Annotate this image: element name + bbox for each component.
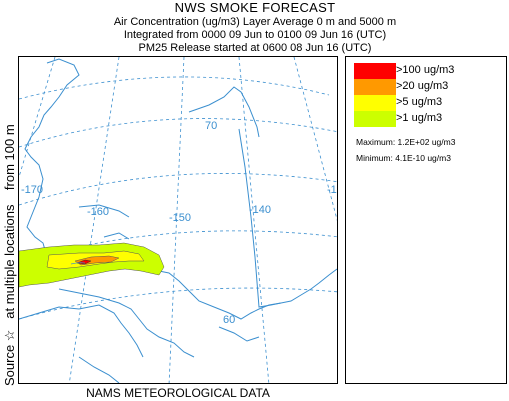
lon-label-150: -150 (169, 212, 191, 224)
legend-panel: >100 ug/m3 >20 ug/m3 >5 ug/m3 >1 ug/m3 M… (345, 56, 507, 384)
footer-data-source: NAMS METEOROLOGICAL DATA (86, 386, 270, 400)
legend-maximum: Maximum: 1.2E+02 ug/m3 (356, 137, 456, 147)
map-panel: -170 -160 -150 -140 -130 70 60 (18, 56, 338, 384)
latitude-gridlines (19, 76, 337, 320)
map-canvas: -170 -160 -150 -140 -130 70 60 (19, 57, 338, 383)
legend-minimum: Minimum: 4.1E-10 ug/m3 (356, 153, 451, 163)
legend-swatch (354, 63, 396, 79)
side-label-locations: at multiple locations (2, 204, 17, 319)
subtitle-release: PM25 Release started at 0600 08 Jun 16 (… (138, 42, 372, 54)
lon-label-140: -140 (249, 204, 271, 216)
legend-item-5: >5 ug/m3 (354, 95, 504, 111)
legend-swatch (354, 95, 396, 111)
subtitle-concentration: Air Concentration (ug/m3) Layer Average … (113, 16, 397, 28)
lon-label-130: -130 (327, 184, 338, 196)
legend-label: >1 ug/m3 (396, 112, 443, 124)
subtitle-integration: Integrated from 0000 09 Jun to 0100 09 J… (123, 29, 387, 41)
legend-swatch (354, 79, 396, 95)
legend-label: >100 ug/m3 (396, 64, 455, 76)
border-line (238, 128, 282, 308)
lon-label-160: -160 (87, 206, 109, 218)
legend-label: >20 ug/m3 (396, 80, 449, 92)
lat-label-70: 70 (205, 120, 217, 132)
side-label-height: from 100 m (2, 124, 17, 191)
legend-swatch (354, 111, 396, 127)
smoke-plume (19, 242, 165, 288)
lon-label-170: -170 (21, 184, 43, 196)
legend-item-20: >20 ug/m3 (354, 79, 504, 95)
legend-item-1: >1 ug/m3 (354, 111, 504, 127)
lat-label-60: 60 (223, 314, 235, 326)
side-label: Source ☆ at multiple locations from 100 … (2, 56, 18, 386)
legend-item-100: >100 ug/m3 (354, 63, 504, 79)
map-title: NWS SMOKE FORECAST (174, 0, 336, 15)
side-label-source: Source ☆ (2, 329, 17, 386)
legend-label: >5 ug/m3 (396, 96, 443, 108)
longitude-gridlines (19, 57, 337, 383)
